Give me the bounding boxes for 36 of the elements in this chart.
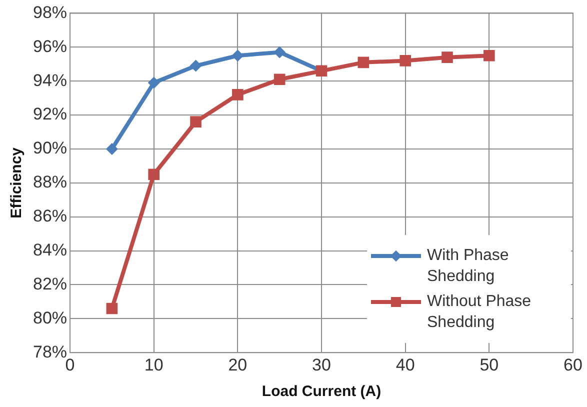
y-tick-label: 88%	[32, 172, 68, 192]
x-tick-label: 10	[144, 355, 164, 374]
y-tick-label: 98%	[32, 2, 68, 22]
point	[148, 76, 160, 89]
point	[232, 50, 244, 62]
x-tick-label: 0	[65, 355, 75, 374]
point	[442, 52, 453, 63]
legend-label: Without Phase Shedding	[427, 292, 532, 333]
point	[106, 142, 118, 155]
point	[190, 60, 202, 72]
point	[190, 116, 202, 128]
x-axis-title: Load Current (A)	[262, 383, 382, 400]
point	[148, 168, 160, 180]
y-tick-label: 96%	[32, 36, 68, 56]
y-tick-label: 94%	[32, 70, 68, 90]
y-tick-label: 90%	[32, 138, 68, 158]
x-tick-label: 40	[396, 355, 415, 374]
y-tick-label: 78%	[32, 342, 68, 362]
point	[358, 56, 370, 68]
point	[106, 302, 118, 314]
point	[400, 55, 411, 66]
y-tick-label: 84%	[32, 240, 68, 260]
point	[484, 50, 495, 62]
legend-label: With Phase Shedding	[427, 246, 510, 287]
x-tick-label: 20	[228, 355, 248, 374]
point	[232, 89, 244, 100]
y-tick-label: 86%	[32, 206, 68, 226]
y-axis-title: Efficiency	[8, 146, 26, 218]
point	[274, 46, 286, 58]
y-tick-label: 82%	[32, 274, 68, 294]
x-tick-label: 30	[312, 355, 331, 374]
x-tick-label: 50	[480, 355, 499, 374]
y-tick-label: 80%	[32, 308, 68, 328]
x-tick-label: 60	[564, 355, 582, 374]
y-tick-label: 92%	[32, 104, 68, 124]
point	[274, 74, 286, 86]
